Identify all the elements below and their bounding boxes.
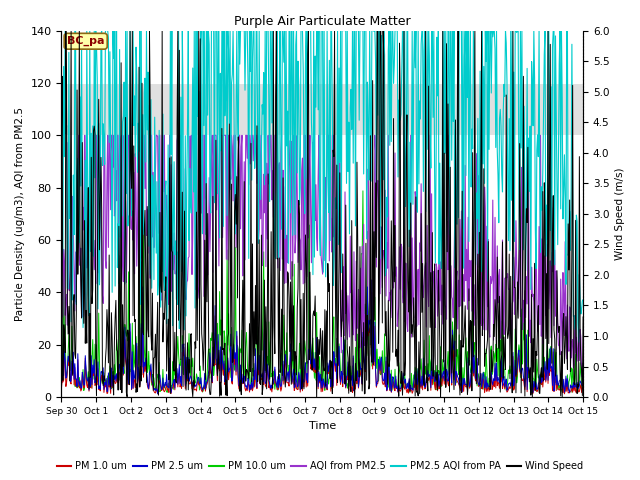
Bar [61, 83, 583, 135]
Legend: PM 1.0 um, PM 2.5 um, PM 10.0 um, AQI from PM2.5, PM2.5 AQI from PA, Wind Speed: PM 1.0 um, PM 2.5 um, PM 10.0 um, AQI fr… [53, 457, 587, 475]
Title: Purple Air Particulate Matter: Purple Air Particulate Matter [234, 15, 411, 28]
X-axis label: Time: Time [308, 421, 336, 432]
Y-axis label: Wind Speed (m/s): Wind Speed (m/s) [615, 168, 625, 260]
Y-axis label: Particle Density (ug/m3), AQI from PM2.5: Particle Density (ug/m3), AQI from PM2.5 [15, 107, 25, 321]
Text: BC_pa: BC_pa [67, 36, 104, 47]
